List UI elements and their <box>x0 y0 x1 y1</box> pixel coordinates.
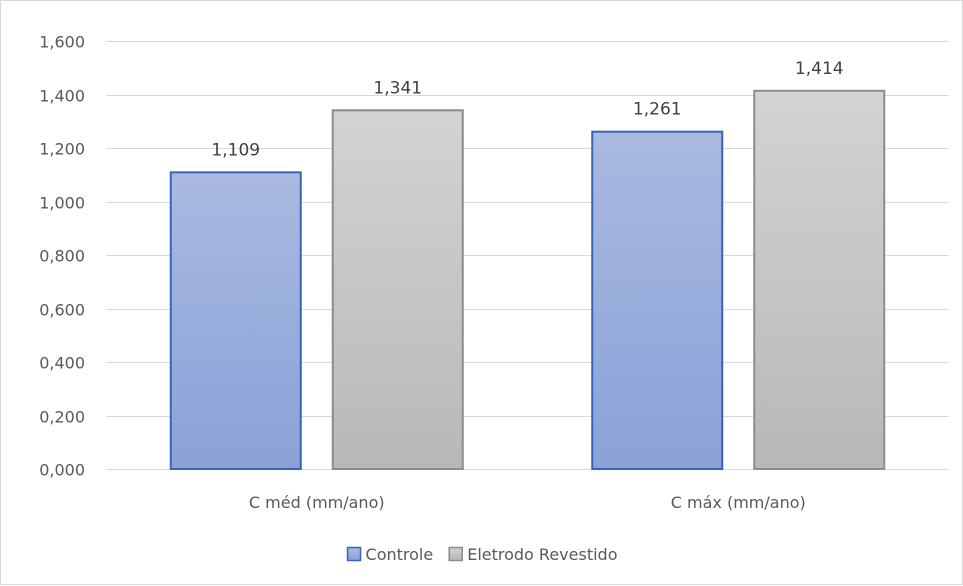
y-tick-label: 1,200 <box>39 140 85 159</box>
y-tick-label: 1,400 <box>39 87 85 106</box>
data-labels: 1,109 1,341 1,261 1,414 <box>211 59 843 161</box>
y-tick-label: 1,000 <box>39 194 85 213</box>
bar <box>591 130 724 470</box>
legend-swatch <box>448 546 463 562</box>
x-category-label: C máx (mm/ano) <box>671 493 806 512</box>
legend-item: Eletrodo Revestido <box>448 545 617 564</box>
y-tick-label: 0,400 <box>39 354 85 373</box>
legend-label: Controle <box>366 545 434 564</box>
data-label: 1,261 <box>633 100 682 120</box>
data-label: 1,414 <box>795 59 844 79</box>
data-label: 1,109 <box>211 140 260 160</box>
y-tick-label: 0,600 <box>39 301 85 320</box>
y-axis-tick-labels: 0,000 0,200 0,400 0,600 0,800 1,000 1,200 1,400… <box>39 33 85 480</box>
bar <box>169 171 302 470</box>
y-tick-label: 0,000 <box>39 461 85 480</box>
x-category-label: C méd (mm/ano) <box>249 493 385 512</box>
bars <box>169 89 886 470</box>
legend-swatch <box>346 546 362 562</box>
bar <box>331 109 464 470</box>
x-axis-category-labels: C méd (mm/ano) C máx (mm/ano) <box>249 493 806 512</box>
legend: Controle Eletrodo Revestido <box>346 545 617 564</box>
y-tick-label: 0,200 <box>39 408 85 427</box>
y-tick-label: 0,800 <box>39 247 85 266</box>
y-tick-label: 1,600 <box>39 33 85 52</box>
legend-label: Eletrodo Revestido <box>467 545 617 564</box>
data-label: 1,341 <box>373 78 422 98</box>
bar <box>753 89 886 470</box>
legend-item: Controle <box>346 545 434 564</box>
